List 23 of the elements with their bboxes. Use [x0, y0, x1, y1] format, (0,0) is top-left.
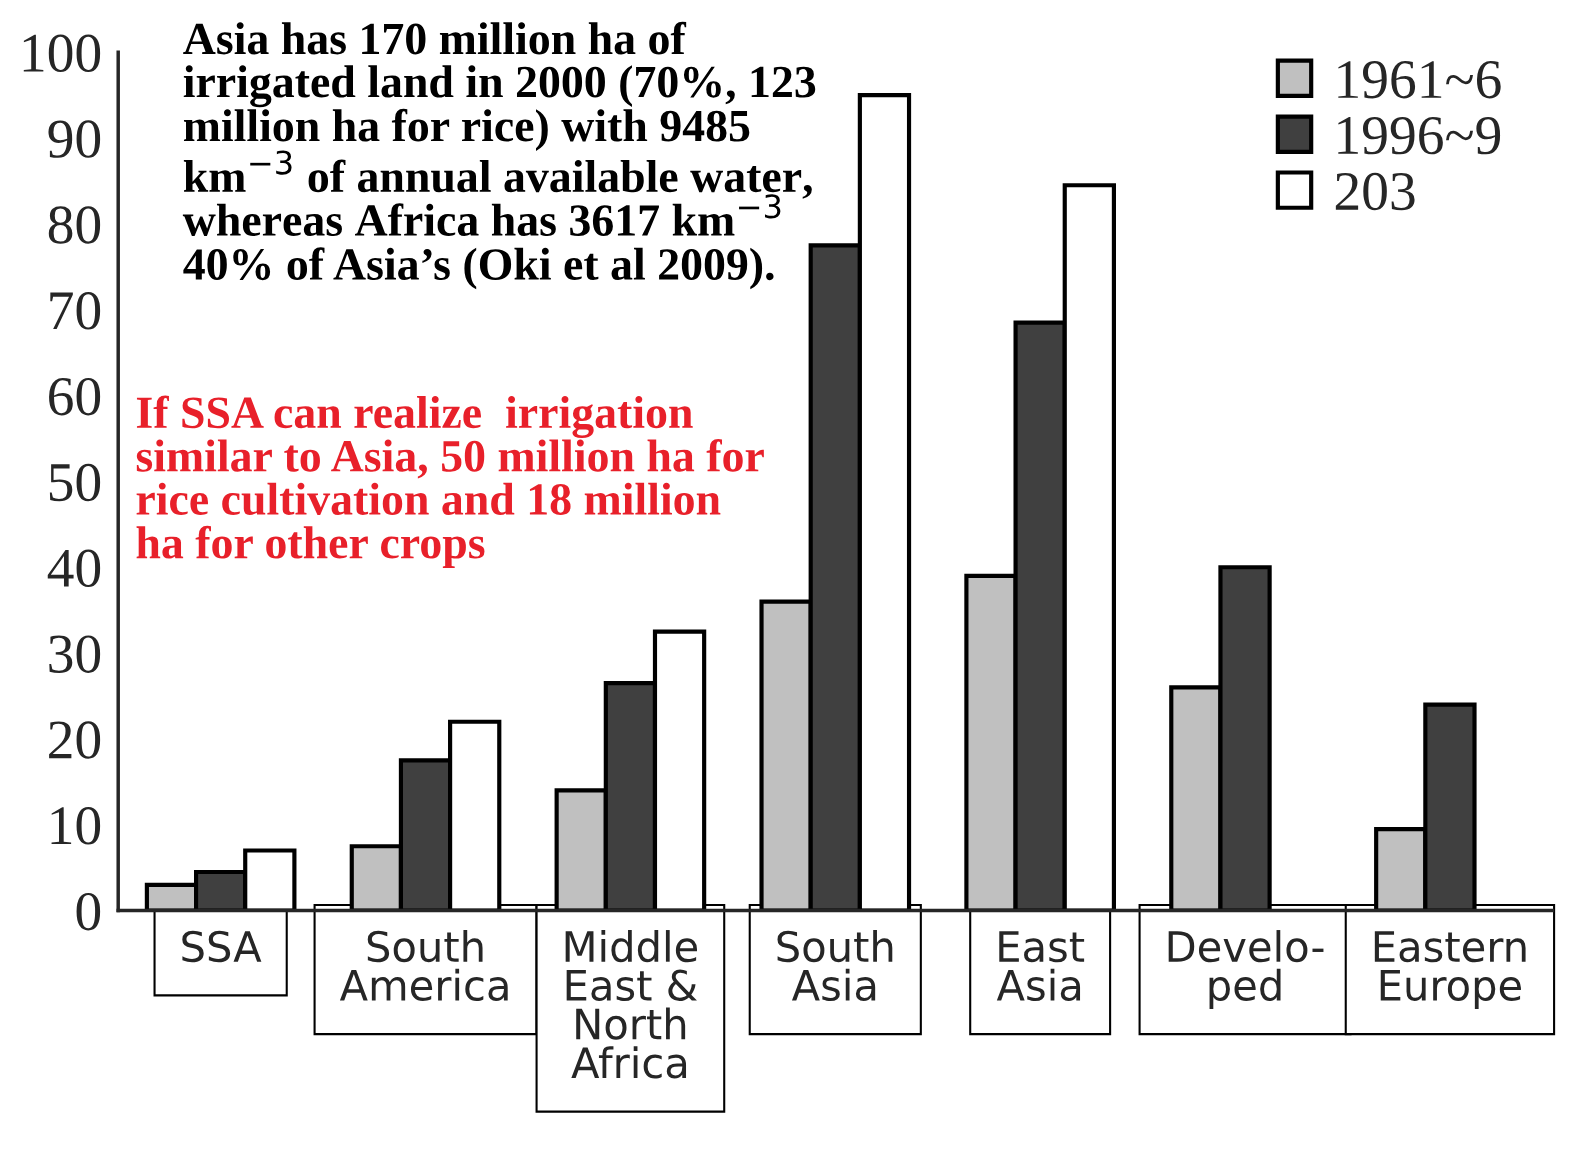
y-tick-label: 100: [23, 34, 101, 73]
y-tick-label: 60: [49, 377, 101, 416]
text: Asia has 170 million ha of irrigated land in 2000 (70%, 123 million ha for rice) with 9485 km$^{−3}$ of annual available water, whereas Africa has 3617 km$^{−3}$ 40% of Asia’s (Oki et al 2009).: [182, 21, 816, 290]
y-tick-label: 50: [49, 463, 101, 502]
legend-label: 203: [1335, 172, 1415, 211]
legend-label: 1996~9: [1338, 116, 1501, 155]
x-tick-label: SSA: [182, 930, 262, 963]
y-tick-label: 0: [76, 892, 101, 931]
x-tick-label: Middle East & North Africa: [565, 930, 697, 1079]
y-tick-label: 40: [47, 549, 101, 588]
y-tick-label: 90: [48, 120, 101, 158]
y-tick-label: 30: [49, 635, 101, 673]
x-tick-label: South Asia: [777, 930, 893, 1002]
x-tick-label: Develo- ped: [1168, 930, 1324, 1010]
x-tick-label: South America: [339, 930, 508, 1002]
annotation: If SSA can realize irrigation similar to Asia, 50 million ha for rice cultivation and 18 million ha for other crops: [136, 395, 764, 568]
y-tick-label: 20: [49, 721, 101, 759]
y-tick-label: 70: [50, 292, 101, 330]
legend-label: 1961~6: [1338, 61, 1501, 99]
y-tick-label: 10: [51, 807, 101, 845]
x-tick-label: Eastern Europe: [1374, 931, 1526, 1010]
x-tick-label: East Asia: [996, 931, 1085, 1002]
y-tick-label: 80: [48, 206, 101, 244]
